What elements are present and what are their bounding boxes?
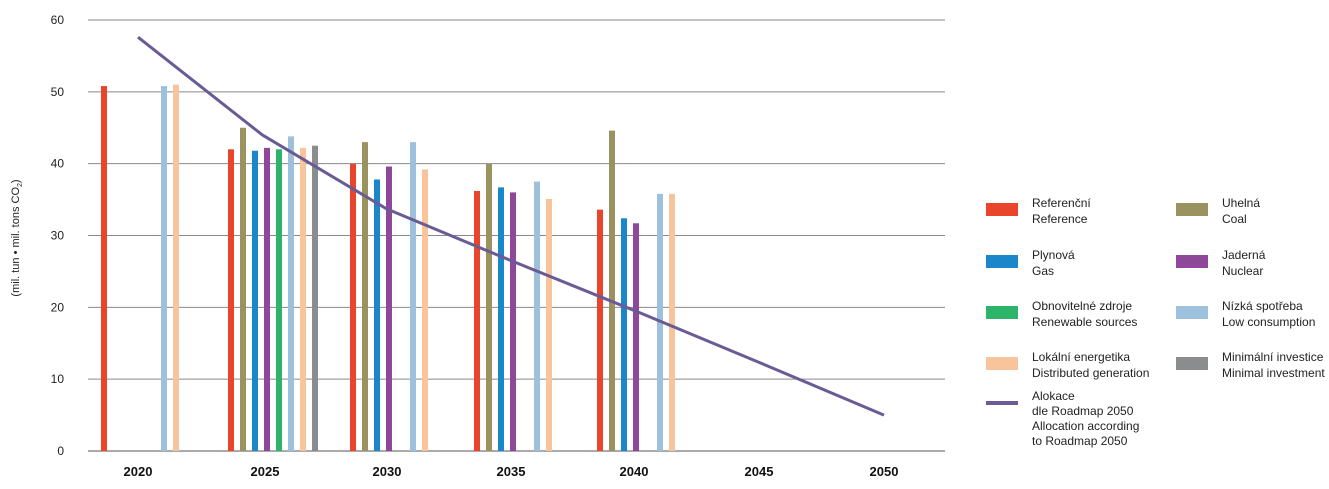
x-tick-label: 2035	[497, 464, 526, 479]
y-tick-label: 0	[57, 444, 64, 458]
allocation-line	[137, 36, 885, 417]
bar-distributed	[669, 193, 675, 451]
legend-item-reference: Referenční Reference	[986, 196, 1091, 226]
legend-item-minimal: Minimální investice Minimal investment	[1176, 350, 1325, 380]
bar-low	[410, 142, 416, 451]
legend-label-en: Low consumption	[1222, 315, 1315, 329]
bar-nuclear	[386, 166, 392, 452]
legend-label: Plynová	[1032, 248, 1075, 262]
y-axis-label-main: (mil. tun • mil. tons CO	[10, 187, 22, 297]
bar-coal	[609, 130, 615, 451]
legend-label-en: Nuclear	[1222, 264, 1263, 278]
y-axis-label-subscript: 2	[17, 183, 24, 187]
legend-swatch	[986, 255, 1018, 268]
legend-label-en: Distributed generation	[1032, 366, 1149, 380]
x-axis-ticks: 2020 2025 2030 2035 2040 2045 2050	[124, 464, 899, 479]
bar-reference	[474, 190, 480, 452]
bar-reference	[228, 149, 234, 452]
legend-item-renewable: Obnovitelné zdroje Renewable sources	[986, 299, 1137, 329]
bar-low	[534, 181, 540, 451]
y-tick-label: 20	[51, 300, 65, 314]
y-tick-label: 30	[51, 229, 65, 243]
bar-reference	[350, 163, 356, 451]
legend-label: to Roadmap 2050	[1032, 434, 1128, 448]
legend-swatch	[986, 203, 1018, 216]
legend-swatch	[986, 357, 1018, 370]
legend-swatch	[1176, 203, 1208, 216]
legend-label: Nízká spotřeba	[1222, 299, 1303, 313]
legend-label: Jaderná	[1222, 248, 1266, 262]
legend-label: Allocation according	[1032, 419, 1139, 433]
bar-low	[288, 136, 294, 451]
legend-swatch	[1176, 306, 1208, 319]
bar-reference	[101, 86, 107, 451]
x-tick-label: 2025	[251, 464, 280, 479]
bar-nuclear	[510, 192, 516, 451]
legend-item-distributed: Lokální energetika Distributed generation	[986, 350, 1149, 380]
x-tick-label: 2045	[745, 464, 774, 479]
y-tick-label: 60	[51, 13, 65, 27]
bar-nuclear	[633, 223, 639, 451]
legend-label: Obnovitelné zdroje	[1032, 299, 1132, 313]
legend-item-gas: Plynová Gas	[986, 248, 1075, 278]
legend-swatch	[1176, 357, 1208, 370]
legend-label: Lokální energetika	[1032, 350, 1130, 364]
y-tick-label: 10	[51, 372, 65, 386]
x-tick-label: 2050	[870, 464, 899, 479]
legend-label: Minimální investice	[1222, 350, 1324, 364]
bars	[101, 84, 675, 452]
legend-label-en: Reference	[1032, 212, 1088, 226]
bar-distributed	[173, 84, 179, 452]
bar-coal	[240, 127, 246, 451]
allocation-line-path	[137, 36, 885, 417]
bar-distributed	[422, 169, 428, 451]
legend-item-coal: Uhelná Coal	[1176, 196, 1260, 226]
bar-gas	[621, 218, 627, 451]
bar-gas	[374, 179, 380, 451]
bar-nuclear	[264, 147, 270, 451]
bar-reference	[597, 209, 603, 451]
legend: Referenční Reference Uhelná Coal Plynová Gas J…	[986, 196, 1325, 448]
y-tick-label: 50	[51, 85, 65, 99]
bar-coal	[486, 163, 492, 451]
bar-low	[161, 86, 167, 451]
legend-label-en: Minimal investment	[1222, 366, 1325, 380]
legend-label-en: Gas	[1032, 264, 1054, 278]
bar-distributed	[546, 198, 552, 451]
x-tick-label: 2030	[373, 464, 402, 479]
x-tick-label: 2020	[124, 464, 153, 479]
bar-gas	[498, 187, 504, 451]
legend-swatch	[986, 306, 1018, 319]
x-tick-label: 2040	[620, 464, 649, 479]
legend-item-nuclear: Jaderná Nuclear	[1176, 248, 1266, 278]
y-axis-label-close: )	[10, 179, 22, 183]
bar-coal	[362, 142, 368, 451]
legend-item-low: Nízká spotřeba Low consumption	[1176, 299, 1315, 329]
bar-distributed	[300, 147, 306, 451]
y-tick-label: 40	[51, 157, 65, 171]
y-axis-label: (mil. tun • mil. tons CO2)	[10, 179, 24, 296]
bar-minimal	[312, 145, 318, 452]
bar-gas	[252, 150, 258, 451]
legend-label-en: Coal	[1222, 212, 1247, 226]
legend-label-en: Renewable sources	[1032, 315, 1137, 329]
legend-label: Referenční	[1032, 196, 1091, 210]
legend-label: dle Roadmap 2050	[1032, 404, 1134, 418]
y-axis-ticks: 0 10 20 30 40 50 60	[51, 13, 65, 458]
bar-renewable	[276, 149, 282, 452]
legend-swatch	[1176, 255, 1208, 268]
legend-label: Uhelná	[1222, 196, 1260, 210]
legend-label: Alokace	[1032, 389, 1075, 403]
